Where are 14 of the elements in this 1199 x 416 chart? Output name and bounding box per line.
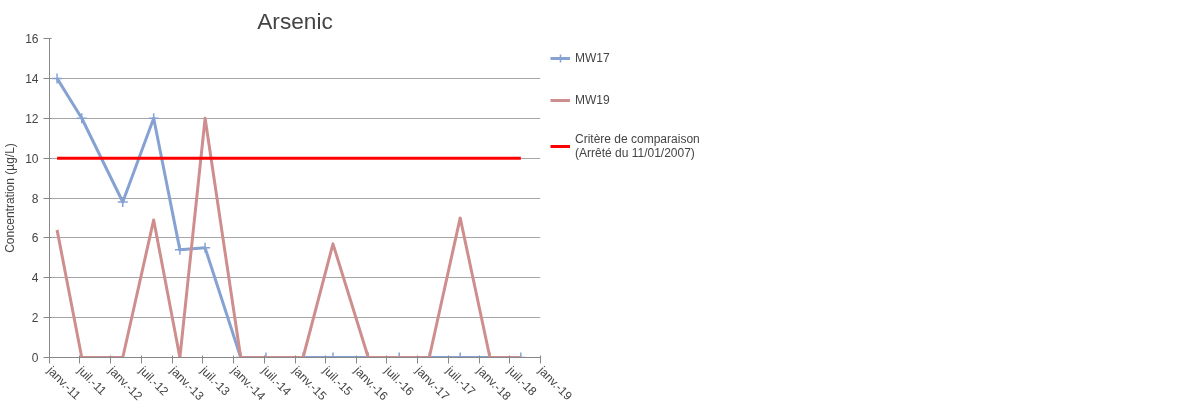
y-tick-label: 8 [31, 191, 39, 206]
y-axis-title: Concentration (µg/L) [3, 143, 18, 253]
y-tick-label: 16 [25, 32, 39, 46]
y-tick-label: 12 [25, 111, 39, 126]
y-tick-label: 10 [25, 151, 39, 166]
y-tick-label: 4 [31, 271, 39, 286]
y-tick-label: 2 [31, 311, 39, 326]
legend-label: MW17 [575, 51, 610, 65]
legend-label: MW19 [575, 93, 610, 107]
chart-title: Arsenic [257, 7, 333, 34]
y-tick-label: 6 [31, 231, 39, 246]
y-tick-label: 0 [31, 351, 39, 365]
y-tick-label: 14 [25, 71, 39, 86]
legend-label: Critère de comparaison (Arrêté du 11/01/2007) [575, 132, 700, 160]
